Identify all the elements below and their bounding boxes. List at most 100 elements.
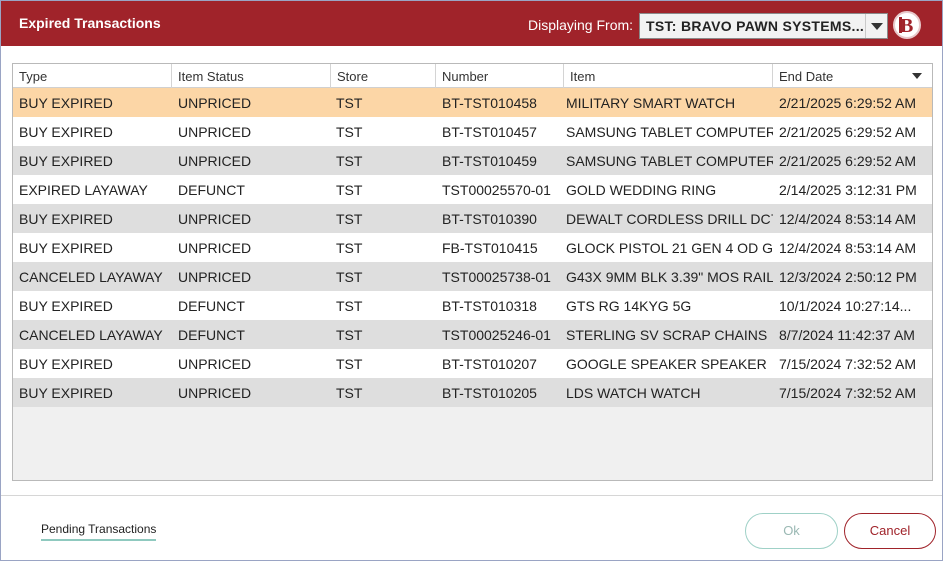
column-header-type[interactable]: Type (13, 64, 172, 88)
pending-transactions-link[interactable]: Pending Transactions (41, 522, 157, 541)
cell-number: BT-TST010205 (442, 385, 537, 401)
ok-button[interactable]: Ok (745, 513, 838, 549)
cell-item: GTS RG 14KYG 5G (566, 298, 692, 314)
cell-item-status: UNPRICED (178, 211, 252, 227)
cell-item-status: UNPRICED (178, 240, 252, 256)
column-header-end-date[interactable]: End Date (773, 64, 932, 88)
sort-desc-icon (912, 73, 922, 79)
table-row[interactable]: BUY EXPIRED UNPRICED TST BT-TST010458 MILITA… (13, 88, 932, 117)
cell-end-date: 2/21/2025 6:29:52 AM (779, 124, 916, 140)
cell-type: CANCELED LAYAWAY (19, 269, 163, 285)
cell-type: BUY EXPIRED (19, 356, 113, 372)
table-row[interactable]: BUY EXPIRED UNPRICED TST BT-TST010205 LDS WA… (13, 378, 932, 407)
column-header-item-status[interactable]: Item Status (172, 64, 331, 88)
cell-end-date: 7/15/2024 7:32:52 AM (779, 385, 916, 401)
table-row[interactable]: BUY EXPIRED UNPRICED TST FB-TST010415 GLOCK … (13, 233, 932, 262)
cell-item: SAMSUNG TABLET COMPUTER GALAXY (566, 124, 773, 140)
cell-end-date: 2/21/2025 6:29:52 AM (779, 95, 916, 111)
cell-type: CANCELED LAYAWAY (19, 327, 163, 343)
table-row[interactable]: BUY EXPIRED DEFUNCT TST BT-TST010318 GTS RG … (13, 291, 932, 320)
cell-store: TST (336, 240, 363, 256)
cell-item: DEWALT CORDLESS DRILL DC720 (566, 211, 773, 227)
transactions-grid[interactable]: Type Item Status Store Number Item End D… (12, 63, 933, 481)
cell-item: MILITARY SMART WATCH (566, 95, 736, 111)
cell-item-status: DEFUNCT (178, 327, 245, 343)
cancel-button[interactable]: Cancel (844, 513, 936, 549)
cell-number: BT-TST010457 (442, 124, 537, 140)
cell-store: TST (336, 385, 363, 401)
cell-type: BUY EXPIRED (19, 211, 113, 227)
cell-item-status: UNPRICED (178, 269, 252, 285)
cell-type: BUY EXPIRED (19, 124, 113, 140)
cell-end-date: 12/3/2024 2:50:12 PM (779, 269, 917, 285)
store-select[interactable]: TST: BRAVO PAWN SYSTEMS... (639, 13, 888, 39)
table-row[interactable]: BUY EXPIRED UNPRICED TST BT-TST010459 SAMSUN… (13, 146, 932, 175)
cell-end-date: 8/7/2024 11:42:37 AM (779, 327, 915, 343)
cell-number: BT-TST010207 (442, 356, 537, 372)
footer-divider (1, 495, 942, 496)
column-header-end-date-label: End Date (779, 69, 834, 84)
cell-type: BUY EXPIRED (19, 240, 113, 256)
cell-item-status: UNPRICED (178, 385, 252, 401)
cell-type: BUY EXPIRED (19, 385, 113, 401)
cell-end-date: 12/4/2024 8:53:14 AM (779, 240, 916, 256)
cell-item-status: DEFUNCT (178, 182, 245, 198)
cell-item-status: UNPRICED (178, 153, 252, 169)
table-row[interactable]: BUY EXPIRED UNPRICED TST BT-TST010207 GOOGLE… (13, 349, 932, 378)
bravo-b-logo-icon: B (893, 11, 921, 39)
grid-header: Type Item Status Store Number Item End D… (13, 64, 932, 88)
cell-number: BT-TST010459 (442, 153, 537, 169)
table-row[interactable]: CANCELED LAYAWAY DEFUNCT TST TST00025246-01… (13, 320, 932, 349)
cell-end-date: 2/21/2025 6:29:52 AM (779, 153, 916, 169)
table-row[interactable]: BUY EXPIRED UNPRICED TST BT-TST010457 SAMSUN… (13, 117, 932, 146)
cell-store: TST (336, 95, 363, 111)
table-row[interactable]: EXPIRED LAYAWAY DEFUNCT TST TST00025570-01 G… (13, 175, 932, 204)
displaying-from-label: Displaying From: (528, 17, 634, 33)
chevron-down-icon[interactable] (865, 14, 887, 38)
table-row[interactable]: CANCELED LAYAWAY UNPRICED TST TST00025738-0… (13, 262, 932, 291)
cell-item: GOOGLE SPEAKER SPEAKER (566, 356, 767, 372)
cell-store: TST (336, 327, 363, 343)
cell-end-date: 7/15/2024 7:32:52 AM (779, 356, 916, 372)
cell-type: EXPIRED LAYAWAY (19, 182, 148, 198)
cell-store: TST (336, 211, 363, 227)
table-row[interactable]: BUY EXPIRED UNPRICED TST BT-TST010390 DEWALT… (13, 204, 932, 233)
cell-item: LDS WATCH WATCH (566, 385, 701, 401)
cell-store: TST (336, 269, 363, 285)
cell-number: BT-TST010318 (442, 298, 537, 314)
cell-number: TST00025738-01 (442, 269, 551, 285)
cell-item-status: DEFUNCT (178, 298, 245, 314)
cell-item: G43X 9MM BLK 3.39" MOS RAIL (566, 269, 773, 285)
dialog-title: Expired Transactions (19, 15, 161, 31)
cell-item: STERLING SV SCRAP CHAINS (566, 327, 768, 343)
cell-number: BT-TST010458 (442, 95, 537, 111)
cell-end-date: 2/14/2025 3:12:31 PM (779, 182, 917, 198)
column-header-item[interactable]: Item (564, 64, 773, 88)
cell-item: GLOCK PISTOL 21 GEN 4 OD GREEN (566, 240, 773, 256)
cell-number: TST00025570-01 (442, 182, 551, 198)
cell-store: TST (336, 356, 363, 372)
cell-item-status: UNPRICED (178, 124, 252, 140)
cell-number: FB-TST010415 (442, 240, 538, 256)
cell-type: BUY EXPIRED (19, 95, 113, 111)
title-bar: Expired Transactions Displaying From: TS… (1, 1, 942, 46)
cell-item-status: UNPRICED (178, 356, 252, 372)
cell-number: BT-TST010390 (442, 211, 537, 227)
column-header-number[interactable]: Number (436, 64, 564, 88)
cell-item: GOLD WEDDING RING (566, 182, 717, 198)
cell-end-date: 10/1/2024 10:27:14... (779, 298, 912, 314)
column-header-store[interactable]: Store (331, 64, 436, 88)
cell-number: TST00025246-01 (442, 327, 551, 343)
store-select-value: TST: BRAVO PAWN SYSTEMS... (646, 18, 865, 34)
cell-item: SAMSUNG TABLET COMPUTER GALAXY (566, 153, 773, 169)
cell-store: TST (336, 153, 363, 169)
cell-end-date: 12/4/2024 8:53:14 AM (779, 211, 916, 227)
cell-type: BUY EXPIRED (19, 298, 113, 314)
cell-item-status: UNPRICED (178, 95, 252, 111)
svg-text:B: B (900, 15, 913, 36)
cell-store: TST (336, 298, 363, 314)
cell-store: TST (336, 182, 363, 198)
cell-type: BUY EXPIRED (19, 153, 113, 169)
cell-store: TST (336, 124, 363, 140)
